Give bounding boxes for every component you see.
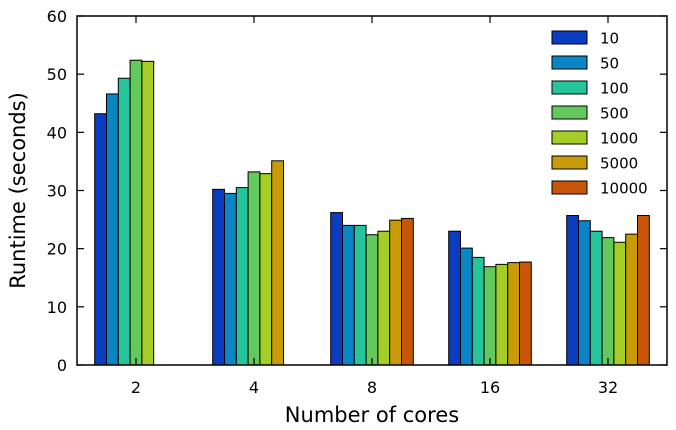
bar-16-50 bbox=[460, 247, 473, 366]
y-tick-label: 20 bbox=[47, 240, 67, 259]
legend-label-10000: 10000 bbox=[600, 180, 648, 198]
legend-swatch-500 bbox=[551, 105, 588, 120]
legend: 10 50 100 500 1000 5000 10000 bbox=[551, 30, 648, 198]
bar-8-1000 bbox=[377, 230, 391, 366]
legend-swatch-1000 bbox=[551, 130, 588, 145]
bar-32-50 bbox=[578, 220, 591, 366]
y-tick-label: 60 bbox=[47, 7, 67, 26]
bar-8-10000 bbox=[401, 217, 414, 366]
x-tick-label: 2 bbox=[131, 378, 141, 397]
bar-4-5000 bbox=[271, 160, 285, 366]
bars-layer bbox=[94, 59, 650, 366]
bar-32-5000 bbox=[625, 233, 639, 366]
bar-2-100 bbox=[117, 77, 131, 366]
x-tick-label: 32 bbox=[598, 378, 618, 397]
bar-4-500 bbox=[247, 171, 261, 366]
legend-label-5000: 5000 bbox=[600, 155, 638, 173]
bar-16-5000 bbox=[507, 262, 521, 366]
legend-swatch-5000 bbox=[551, 155, 588, 170]
bar-8-50 bbox=[342, 224, 355, 366]
bar-4-100 bbox=[235, 187, 249, 366]
bar-2-1000 bbox=[141, 60, 155, 366]
bar-16-1000 bbox=[495, 263, 509, 366]
bar-4-10 bbox=[212, 188, 225, 366]
x-tick-label: 8 bbox=[367, 378, 377, 397]
bar-32-1000 bbox=[613, 241, 627, 366]
bar-8-500 bbox=[365, 234, 379, 366]
y-tick-label: 50 bbox=[47, 65, 67, 84]
bar-16-500 bbox=[483, 266, 497, 366]
legend-label-1000: 1000 bbox=[600, 130, 638, 148]
axes-layer: 0 10 20 30 40 50 60 2 4 8 16 32 bbox=[47, 7, 667, 397]
bar-16-10 bbox=[448, 230, 462, 366]
bar-8-100 bbox=[353, 224, 367, 366]
bar-4-50 bbox=[224, 192, 237, 366]
bar-2-50 bbox=[106, 93, 119, 366]
legend-swatch-100 bbox=[551, 80, 588, 95]
y-tick-label: 10 bbox=[47, 298, 67, 317]
legend-swatch-50 bbox=[551, 55, 588, 70]
x-tick-label: 16 bbox=[480, 378, 500, 397]
bar-32-10 bbox=[566, 215, 580, 366]
bar-2-500 bbox=[129, 59, 143, 366]
legend-label-10: 10 bbox=[600, 30, 619, 48]
y-tick-label: 30 bbox=[47, 182, 67, 201]
legend-swatch-10000 bbox=[551, 180, 588, 195]
bar-2-10 bbox=[94, 113, 107, 366]
legend-label-500: 500 bbox=[600, 105, 629, 123]
legend-label-100: 100 bbox=[600, 80, 629, 98]
x-axis-title: Number of cores bbox=[285, 403, 459, 427]
bar-32-10000 bbox=[637, 215, 650, 366]
bar-16-10000 bbox=[519, 261, 532, 366]
bar-8-5000 bbox=[389, 219, 403, 366]
bar-8-10 bbox=[330, 212, 344, 366]
y-tick-label: 0 bbox=[57, 356, 67, 375]
bar-16-100 bbox=[471, 256, 485, 366]
legend-swatch-10 bbox=[551, 30, 588, 45]
bar-4-1000 bbox=[259, 173, 273, 366]
x-tick-label: 4 bbox=[249, 378, 259, 397]
bar-32-500 bbox=[601, 237, 615, 366]
legend-label-50: 50 bbox=[600, 55, 619, 73]
y-tick-label: 40 bbox=[47, 123, 67, 142]
bar-32-100 bbox=[589, 230, 603, 366]
y-axis-title: Runtime (seconds) bbox=[6, 92, 30, 289]
